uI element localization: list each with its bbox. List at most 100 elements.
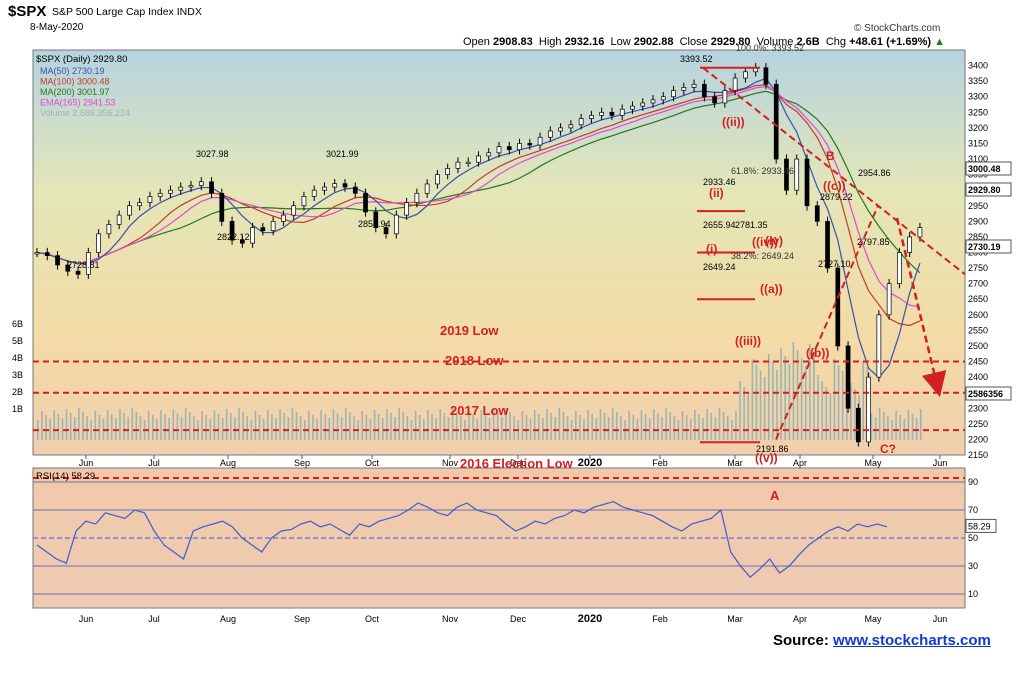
wave-annotation: ((v)) <box>755 451 778 465</box>
price-label: 2728.81 <box>67 260 100 270</box>
rsi-x-tick-label: Jul <box>148 614 160 624</box>
candle-body <box>157 192 163 197</box>
volume-axis-label: 5B <box>12 336 23 346</box>
volume-bar <box>328 418 331 440</box>
candle-body <box>404 202 409 216</box>
volume-bar <box>254 411 257 440</box>
rsi-x-tick-label: 2020 <box>578 613 602 625</box>
volume-bar <box>172 409 175 440</box>
volume-bar <box>431 414 433 440</box>
y-tick-label: 3100 <box>968 154 988 164</box>
rsi-title: RSI(14) 58.29 <box>36 471 95 482</box>
candle-body <box>814 205 820 222</box>
legend-entry: MA(100) 3000.48 <box>40 77 110 87</box>
price-label: 2855.94 <box>358 219 391 229</box>
volume-bar <box>69 413 72 440</box>
volume-bar <box>468 411 470 440</box>
volume-bar <box>837 365 840 440</box>
volume-bar <box>127 417 129 440</box>
rsi-x-tick-label: Sep <box>294 614 310 624</box>
price-label: 2191.86 <box>756 444 789 454</box>
candle-body <box>866 376 871 443</box>
y-tick-label: 2550 <box>968 325 988 335</box>
volume-bar <box>648 418 651 440</box>
y-tick-label: 2400 <box>968 372 988 382</box>
candle-body <box>722 90 728 104</box>
price-label: 2649.24 <box>703 262 736 272</box>
volume-bar <box>459 416 462 440</box>
volume-bar <box>739 381 741 440</box>
y-tick-label: 3200 <box>968 123 988 133</box>
volume-bar <box>919 409 922 440</box>
candle-body <box>537 136 543 146</box>
volume-bar <box>689 419 692 440</box>
volume-bar <box>776 370 778 440</box>
volume-bar <box>611 408 614 440</box>
volume-bar <box>164 414 166 440</box>
x-tick-label: Feb <box>652 458 668 468</box>
candle-body <box>219 192 225 222</box>
source-link[interactable]: www.stockcharts.com <box>833 632 991 649</box>
candle-body <box>804 158 810 207</box>
axis-badge-label: 3000.48 <box>968 164 1001 174</box>
candle-body <box>147 196 153 204</box>
volume-bar <box>595 418 598 440</box>
volume-bar <box>657 413 659 440</box>
volume-bar <box>398 408 400 440</box>
candle-body <box>383 227 389 235</box>
candle-body <box>845 345 851 409</box>
axis-badge-label: 2730.19 <box>968 242 1001 252</box>
volume-bar <box>509 412 511 440</box>
x-tick-label: Apr <box>793 458 807 468</box>
candle-body <box>825 220 830 269</box>
rsi-x-tick-label: Feb <box>652 614 668 624</box>
price-label: 2954.86 <box>858 168 891 178</box>
candle-body <box>886 283 892 316</box>
candle-body <box>116 214 122 225</box>
x-tick-label: Dec <box>510 458 527 468</box>
price-label: 2933.46 <box>703 177 736 187</box>
candle-body <box>547 130 553 138</box>
candle-body <box>445 168 451 175</box>
candle-body <box>650 99 656 104</box>
volume-bar <box>447 417 450 440</box>
volume-bar <box>915 418 918 440</box>
volume-bar <box>653 409 655 440</box>
volume-bar <box>566 416 569 440</box>
volume-bar <box>685 415 688 440</box>
candle-body <box>681 87 687 91</box>
fib-label: 38.2%: 2649.24 <box>731 251 794 261</box>
x-tick-label: 2020 <box>578 457 602 469</box>
volume-bar <box>800 358 803 440</box>
volume-bar <box>722 412 725 440</box>
candle-body <box>794 158 800 191</box>
candle-body <box>784 158 789 191</box>
y-tick-label: 2900 <box>968 216 988 226</box>
volume-bar <box>57 414 60 440</box>
candle-body <box>630 105 635 110</box>
volume-bar <box>505 408 507 440</box>
volume-bar <box>78 408 80 440</box>
volume-bar <box>533 410 536 440</box>
axis-badge <box>965 386 1012 401</box>
volume-bar <box>394 417 396 440</box>
volume-bar <box>895 411 897 440</box>
rsi-tick-label: 10 <box>968 589 978 599</box>
volume-bar <box>61 418 64 440</box>
volume-bar <box>809 344 811 440</box>
rsi-line <box>36 500 888 579</box>
volume-bar <box>788 364 791 440</box>
volume-bar <box>139 416 142 440</box>
volume-bar <box>492 409 495 440</box>
wave-annotation: ((b)) <box>806 346 829 360</box>
candle-body <box>712 96 717 104</box>
volume-bar <box>455 412 458 440</box>
y-tick-label: 3250 <box>968 107 988 117</box>
volume-bar <box>320 410 322 440</box>
candle-body <box>137 202 143 207</box>
volume-bar <box>119 409 121 440</box>
volume-bar <box>180 417 183 440</box>
candle-body <box>363 192 368 213</box>
candle-body <box>835 267 841 347</box>
candle-body <box>743 71 748 79</box>
